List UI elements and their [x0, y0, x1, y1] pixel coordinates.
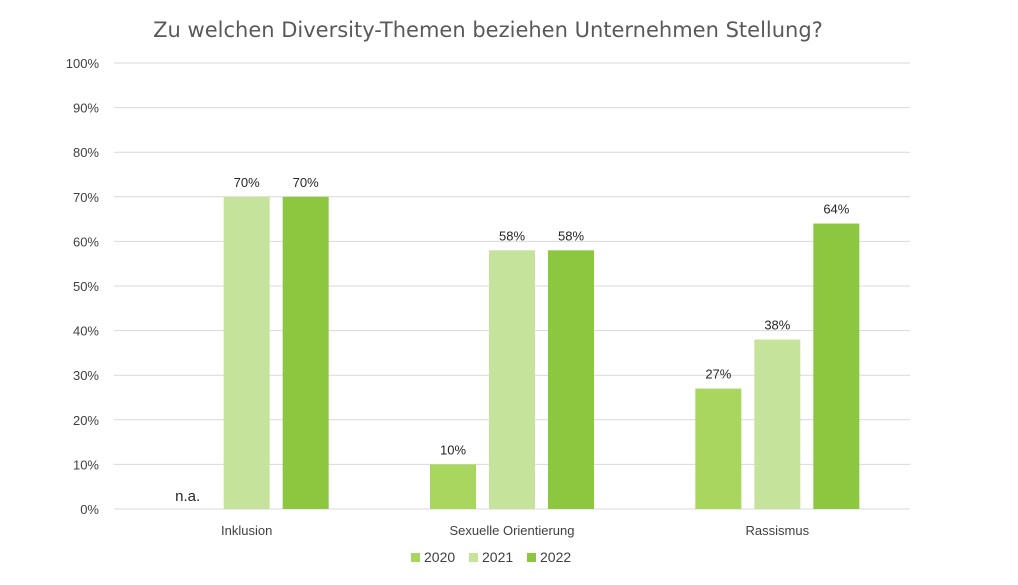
- legend-swatch: [527, 553, 536, 562]
- legend-swatch: [469, 553, 478, 562]
- y-tick-label: 100%: [66, 56, 100, 71]
- x-category-label: Inklusion: [221, 523, 272, 538]
- data-label: 27%: [705, 367, 731, 382]
- data-label: 70%: [293, 175, 319, 190]
- bar-2021: [754, 339, 801, 509]
- y-tick-label: 10%: [73, 457, 99, 472]
- data-label: 64%: [823, 202, 849, 217]
- bars: [223, 196, 860, 510]
- x-axis-categories: Inklusion Sexuelle Orientierung Rassismus: [221, 523, 810, 538]
- y-tick-label: 0%: [80, 502, 99, 517]
- y-tick-label: 90%: [73, 101, 99, 116]
- data-label: 10%: [440, 442, 466, 457]
- data-label: 38%: [764, 318, 790, 333]
- legend: 2020 2021 2022: [411, 549, 571, 565]
- data-labels: n.a. 70% 70% 10% 58% 58% 27% 38% 64%: [175, 175, 850, 505]
- y-axis-ticks: 0% 10% 20% 30% 40% 50% 60% 70% 80% 90% 100%: [66, 56, 100, 517]
- legend-label: 2022: [540, 549, 571, 565]
- bar-2021: [489, 250, 535, 509]
- y-tick-label: 20%: [73, 413, 99, 428]
- legend-swatch: [411, 553, 420, 562]
- bar-2022: [813, 223, 860, 509]
- chart-title: Zu welchen Diversity-Themen beziehen Unt…: [153, 18, 823, 42]
- x-category-label: Sexuelle Orientierung: [449, 523, 574, 538]
- data-label-na: n.a.: [175, 488, 200, 505]
- y-tick-label: 80%: [73, 145, 99, 160]
- y-tick-label: 60%: [73, 234, 99, 249]
- bar-2021: [223, 196, 270, 510]
- data-label: 58%: [499, 228, 525, 243]
- y-tick-label: 70%: [73, 190, 99, 205]
- data-label: 70%: [234, 175, 260, 190]
- y-tick-label: 50%: [73, 279, 99, 294]
- data-label: 58%: [558, 228, 584, 243]
- legend-label: 2020: [424, 549, 455, 565]
- bar-2022: [548, 250, 594, 509]
- y-tick-label: 30%: [73, 368, 99, 383]
- bar-2020: [430, 464, 476, 509]
- bar-2020: [695, 388, 742, 509]
- legend-label: 2021: [482, 549, 513, 565]
- x-category-label: Rassismus: [746, 523, 810, 538]
- y-tick-label: 40%: [73, 324, 99, 339]
- bar-2022: [282, 196, 329, 510]
